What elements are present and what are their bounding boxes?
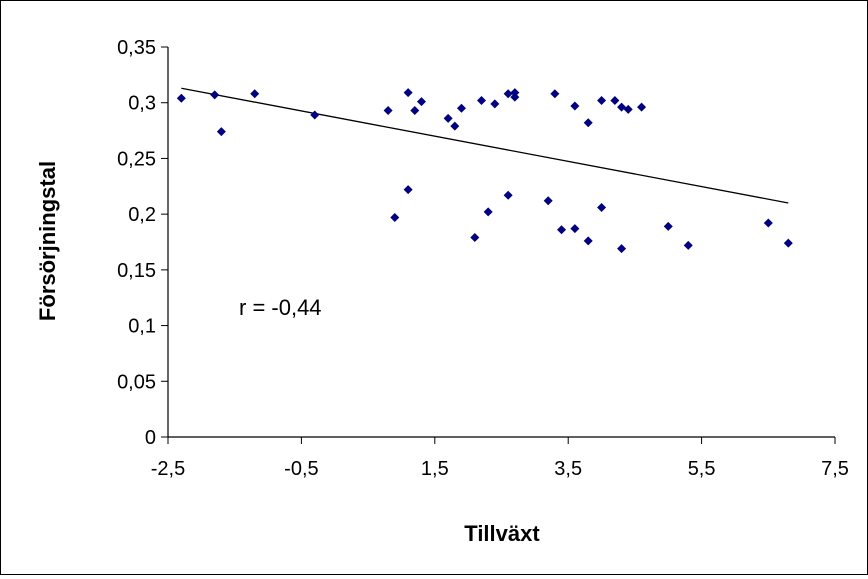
- y-tick-label: 0: [145, 427, 156, 449]
- data-point: [410, 106, 420, 116]
- axes: [161, 46, 836, 444]
- data-point: [583, 118, 593, 128]
- data-point: [550, 89, 560, 99]
- y-tick-label: 0,1: [128, 316, 156, 338]
- y-tick-label: 0,3: [128, 93, 156, 115]
- data-point: [610, 95, 620, 105]
- data-point: [210, 90, 220, 100]
- data-point: [583, 236, 593, 246]
- data-point: [483, 207, 493, 217]
- data-point: [490, 99, 500, 109]
- data-point: [663, 221, 673, 231]
- data-point: [623, 104, 633, 114]
- trendline-group: [181, 87, 789, 204]
- data-point: [683, 240, 693, 250]
- data-point: [416, 97, 426, 107]
- data-point: [570, 101, 580, 111]
- data-point: [503, 190, 513, 200]
- correlation-annotation: r = -0,44: [239, 295, 322, 320]
- data-point: [557, 225, 567, 235]
- y-tick-label: 0,05: [117, 371, 156, 393]
- data-point: [543, 196, 553, 206]
- data-point: [310, 110, 320, 120]
- data-point: [597, 202, 607, 212]
- tick-labels: 0 0,05 0,1 0,15 0,2 0,25 0,3 0,35 -2,5 -0,5 1,5 3,5…: [117, 37, 849, 480]
- x-tick-label: 5,5: [688, 458, 716, 480]
- y-tick-label: 0,35: [117, 37, 156, 59]
- x-tick-label: 7,5: [821, 458, 849, 480]
- data-point: [510, 88, 520, 98]
- data-point: [450, 121, 460, 131]
- x-tick-label: 3,5: [554, 458, 582, 480]
- x-tick-label: -2,5: [151, 458, 185, 480]
- data-point: [470, 233, 480, 243]
- trendline: [181, 87, 789, 204]
- y-tick-label: 0,15: [117, 260, 156, 282]
- data-point: [597, 95, 607, 105]
- data-point: [456, 103, 466, 113]
- data-point: [403, 185, 413, 195]
- data-point: [403, 88, 413, 98]
- data-point: [383, 106, 393, 116]
- data-point: [176, 93, 186, 103]
- data-point: [570, 224, 580, 234]
- data-point: [617, 244, 627, 254]
- y-axis-title: Försörjningstal: [35, 161, 60, 321]
- y-tick-label: 0,2: [128, 204, 156, 226]
- x-axis-title: Tillväxt: [464, 521, 540, 546]
- data-points: [176, 88, 793, 254]
- data-point: [390, 212, 400, 222]
- data-point: [637, 102, 647, 112]
- data-point: [443, 113, 453, 123]
- data-point: [503, 89, 513, 99]
- data-point: [250, 89, 260, 99]
- data-point: [476, 95, 486, 105]
- data-point: [216, 127, 226, 137]
- data-point: [763, 218, 773, 228]
- data-point: [783, 238, 793, 248]
- x-tick-label: -0,5: [284, 458, 318, 480]
- x-tick-label: 1,5: [421, 458, 449, 480]
- y-tick-label: 0,25: [117, 148, 156, 170]
